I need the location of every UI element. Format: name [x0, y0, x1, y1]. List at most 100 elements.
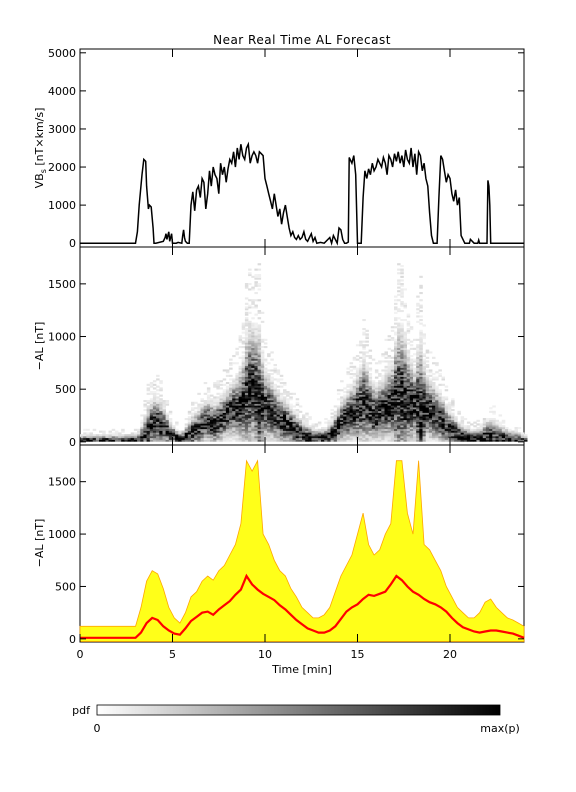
pdf-cell	[374, 371, 379, 374]
pdf-cell	[175, 434, 179, 437]
pdf-cell	[425, 374, 430, 377]
pdf-cell	[390, 437, 395, 440]
pdf-cell	[346, 437, 350, 440]
pdf-cell	[317, 428, 322, 431]
pdf-cell	[400, 436, 404, 439]
pdf-cell	[390, 338, 395, 341]
pdf-cell	[238, 423, 243, 426]
pdf-cell	[225, 409, 230, 412]
pdf-cell	[524, 439, 528, 442]
pdf-cell	[324, 421, 328, 424]
pdf-cell	[505, 434, 509, 437]
pdf-cell	[419, 423, 423, 426]
pdf-cell	[343, 430, 347, 433]
pdf-cell	[352, 374, 357, 377]
pdf-cell	[248, 389, 252, 392]
pdf-cell	[279, 436, 284, 439]
pdf-cell	[194, 416, 198, 419]
pdf-cell	[390, 326, 395, 329]
pdf-cell	[289, 396, 293, 399]
pdf-cell	[409, 389, 414, 392]
pdf-cell	[400, 329, 404, 332]
pdf-cell	[425, 434, 430, 437]
pdf-cell	[80, 434, 84, 437]
pdf-cell	[263, 401, 268, 404]
pdf-cell	[444, 414, 449, 417]
pdf-cell	[254, 425, 258, 428]
pdf-cell	[260, 401, 265, 404]
pdf-cell	[365, 364, 369, 367]
pdf-cell	[248, 385, 252, 388]
pdf-cell	[308, 436, 312, 439]
pdf-cell	[149, 400, 154, 403]
pdf-cell	[419, 414, 423, 417]
pdf-cell	[425, 407, 430, 410]
pdf-cell	[200, 427, 204, 430]
pdf-cell	[232, 391, 236, 394]
pdf-cell	[263, 425, 268, 428]
pdf-cell	[210, 401, 214, 404]
pdf-cell	[276, 436, 281, 439]
pdf-cell	[149, 409, 154, 412]
pdf-cell	[257, 410, 262, 413]
pdf-cell	[419, 385, 423, 388]
pdf-cell	[286, 418, 290, 421]
pdf-cell	[238, 400, 243, 403]
pdf-cell	[352, 400, 357, 403]
pdf-cell	[365, 421, 369, 424]
pdf-cell	[501, 419, 506, 422]
pdf-cell	[251, 355, 255, 358]
pdf-cell	[194, 419, 198, 422]
pdf-cell	[387, 391, 392, 394]
pdf-cell	[279, 425, 284, 428]
pdf-cell	[435, 439, 439, 442]
pdf-cell	[355, 344, 360, 347]
pdf-cell	[441, 412, 445, 415]
pdf-cell	[222, 430, 227, 433]
pdf-cell	[244, 346, 249, 349]
pdf-cell	[324, 432, 328, 435]
pdf-cell	[371, 382, 376, 385]
pdf-cell	[330, 425, 334, 428]
pdf-cell	[355, 371, 360, 374]
pdf-cell	[197, 439, 201, 442]
pdf-cell	[257, 355, 262, 358]
pdf-cell	[260, 378, 265, 381]
pdf-cell	[394, 403, 398, 406]
pdf-cell	[114, 437, 119, 440]
pdf-cell	[384, 389, 388, 392]
pdf-cell	[397, 373, 401, 376]
pdf-cell	[340, 401, 344, 404]
pdf-cell	[206, 409, 211, 412]
pdf-cell	[229, 439, 233, 442]
pdf-cell	[413, 382, 417, 385]
pdf-cell	[232, 400, 236, 403]
pdf-cell	[273, 378, 277, 381]
pdf-cell	[156, 378, 160, 381]
pdf-cell	[428, 396, 433, 399]
pdf-cell	[346, 421, 350, 424]
pdf-cell	[394, 349, 398, 352]
pdf-cell	[406, 432, 411, 435]
pdf-cell	[352, 416, 357, 419]
pdf-cell	[143, 419, 147, 422]
pdf-cell	[378, 423, 382, 426]
pdf-cell	[238, 369, 243, 372]
pdf-cell	[406, 410, 411, 413]
pdf-cell	[257, 373, 262, 376]
pdf-cell	[260, 400, 265, 403]
pdf-cell	[482, 430, 487, 433]
pdf-cell	[352, 392, 357, 395]
pdf-cell	[254, 385, 258, 388]
pdf-cell	[270, 358, 274, 361]
pdf-cell	[140, 425, 144, 428]
pdf-cell	[485, 423, 490, 426]
pdf-cell	[352, 387, 357, 390]
pdf-cell	[159, 412, 163, 415]
pdf-cell	[378, 387, 382, 390]
pdf-cell	[444, 416, 449, 419]
pdf-cell	[394, 387, 398, 390]
pdf-cell	[311, 436, 315, 439]
pdf-cell	[92, 428, 97, 431]
pdf-cell	[371, 437, 376, 440]
